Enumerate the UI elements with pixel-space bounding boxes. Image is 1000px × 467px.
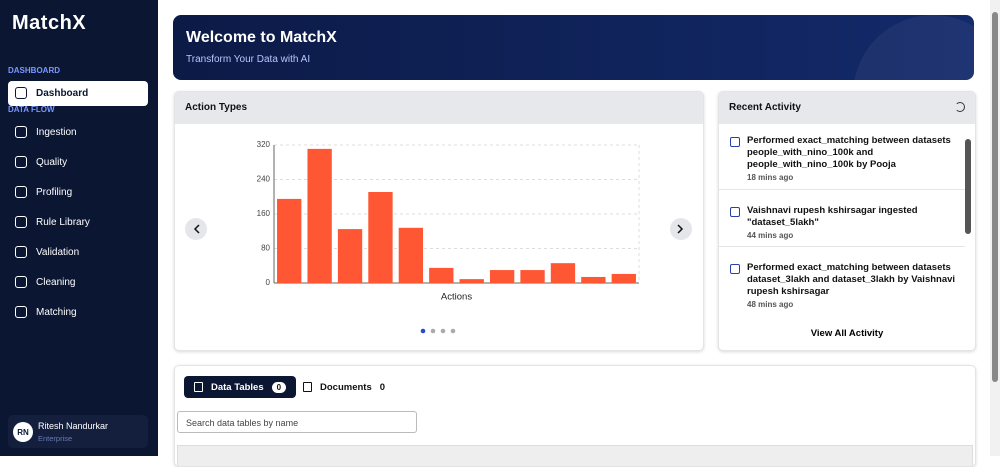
decor: [853, 15, 974, 80]
activity-icon: [730, 137, 740, 147]
panel-title: Recent Activity: [719, 92, 975, 124]
bar: [489, 270, 515, 283]
bar: [398, 227, 424, 283]
bar: [581, 276, 606, 283]
nav-item[interactable]: Rule Library: [8, 210, 148, 235]
y-tick-label: 240: [257, 175, 271, 184]
nav-item[interactable]: Profiling: [8, 180, 148, 205]
bar: [429, 267, 454, 283]
nav-icon: [15, 126, 27, 138]
nav-item[interactable]: Dashboard: [8, 81, 148, 106]
tab-label: Data Tables: [211, 381, 264, 393]
chart-panel: Action Types 0 80 160 240 320 Actions: [174, 91, 704, 351]
activity-text: Vaishnavi rupesh kshirsagar ingested "da…: [747, 205, 918, 228]
bar: [550, 263, 576, 283]
nav-icon: [15, 216, 27, 228]
scroll-thumb: [992, 12, 998, 382]
banner-title: Welcome to MatchX: [186, 29, 337, 46]
bar: [611, 273, 636, 283]
tab[interactable]: Data Tables 0: [184, 376, 297, 398]
carousel-dot[interactable]: [430, 328, 436, 334]
bar: [277, 198, 302, 283]
bar: [307, 148, 332, 283]
section-title: DASHBOARD: [8, 66, 60, 75]
carousel-dot[interactable]: [450, 328, 456, 334]
bar: [459, 279, 484, 283]
banner-subtitle: Transform Your Data with AI: [186, 54, 311, 65]
table-header: [177, 445, 973, 466]
carousel-dot[interactable]: [420, 328, 426, 334]
activity-text: Performed exact_matching between dataset…: [747, 262, 956, 297]
panel-title: Action Types: [175, 92, 703, 124]
nav-icon: [15, 246, 27, 258]
nav-icon: [15, 276, 27, 288]
user-name: Ritesh Nandurkar: [38, 421, 109, 431]
x-axis-label: Actions: [441, 292, 472, 303]
tab[interactable]: Documents 0: [293, 376, 395, 398]
divider: [719, 189, 965, 190]
section-title: DATA FLOW: [8, 105, 55, 114]
tab-label: Documents: [320, 381, 372, 393]
activity-time: 44 mins ago: [747, 231, 794, 240]
carousel-dot[interactable]: [440, 328, 446, 334]
activity-time: 48 mins ago: [747, 300, 794, 309]
user-card[interactable]: RN Ritesh Nandurkar Enterprise: [8, 415, 148, 448]
chart: 0 80 160 240 320 Actions: [185, 140, 692, 334]
arrow-icon: [677, 224, 684, 234]
nav-icon: [15, 156, 27, 168]
y-tick-label: 320: [257, 140, 271, 149]
tab-count: 0: [271, 381, 287, 393]
nav-item[interactable]: Validation: [8, 240, 148, 265]
bar: [337, 229, 363, 283]
activity-time: 18 mins ago: [747, 173, 794, 182]
search-input[interactable]: Search data tables by name: [177, 411, 417, 433]
nav-item[interactable]: Matching: [8, 300, 148, 325]
activity-icon: [730, 264, 740, 274]
divider: [719, 246, 965, 247]
sidebar: MatchX RN Ritesh Nandurkar Enterprise DA…: [0, 0, 158, 456]
tab-count: 0: [379, 381, 386, 393]
user-role: Enterprise: [38, 434, 73, 443]
welcome-banner: Welcome to MatchX Transform Your Data wi…: [173, 15, 974, 80]
y-tick-label: 160: [257, 209, 271, 218]
nav-item[interactable]: Cleaning: [8, 270, 148, 295]
activity-panel: Recent Activity View All Activity Perfor…: [718, 91, 976, 351]
nav-item[interactable]: Quality: [8, 150, 148, 175]
y-tick-label: 80: [261, 244, 270, 253]
bar: [368, 192, 393, 283]
scrollbar: [965, 139, 971, 234]
refresh-icon[interactable]: [955, 102, 965, 112]
view-all-link[interactable]: View All Activity: [810, 328, 884, 339]
nav-item[interactable]: Ingestion: [8, 120, 148, 145]
nav-icon: [15, 186, 27, 198]
tab-icon: [303, 382, 312, 392]
avatar: RN: [13, 422, 33, 442]
nav-icon: [15, 87, 27, 99]
data-panel: Search data tables by name Data Tables 0 D…: [174, 365, 976, 467]
y-tick-label: 0: [266, 278, 271, 287]
tab-icon: [194, 382, 203, 392]
nav-icon: [15, 306, 27, 318]
page-scrollbar: [990, 0, 1000, 456]
brand: MatchX: [12, 12, 87, 34]
arrow-icon: [193, 224, 200, 234]
activity-icon: [730, 207, 740, 217]
bar: [520, 270, 545, 283]
activity-text: Performed exact_matching between dataset…: [747, 135, 951, 170]
